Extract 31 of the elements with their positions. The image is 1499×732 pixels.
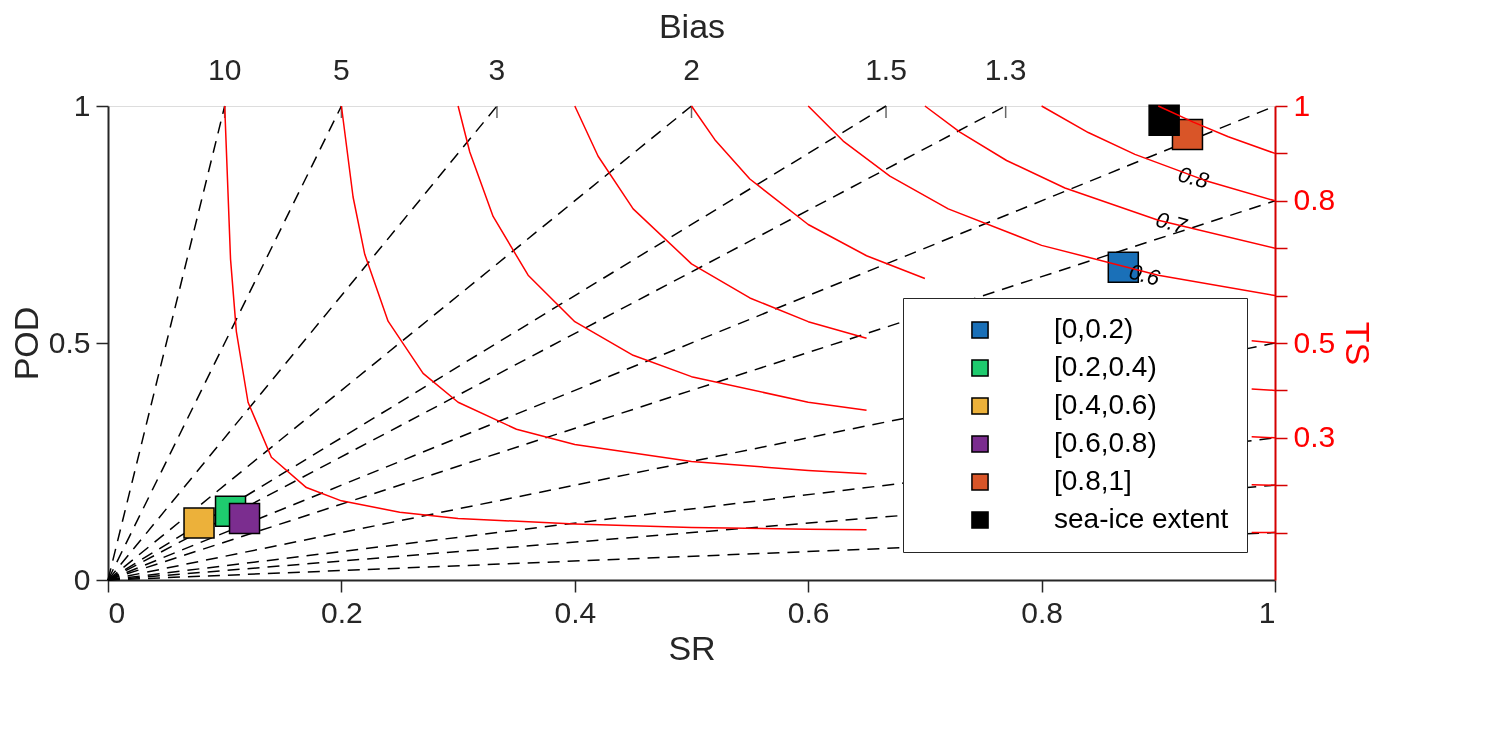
y2-axis-title: TS (1339, 321, 1378, 366)
legend-label: [0.6,0.8) (1054, 427, 1157, 458)
y-tick-label: 1 (73, 88, 91, 122)
annotation: 3 (488, 53, 506, 86)
legend-label: [0.8,1] (1054, 465, 1132, 496)
x-tick-label: 1 (1258, 595, 1276, 629)
y2-tick-label: 0.5 (1293, 325, 1336, 359)
x-tick-label: 0 (108, 595, 126, 629)
x-tick-label: 0.8 (1021, 595, 1063, 629)
y2-tick-label: 0.8 (1293, 183, 1336, 217)
annotation: 0.8 (1175, 161, 1213, 194)
y2-tick-label: 0.3 (1293, 420, 1336, 454)
y-tick-label: 0.5 (48, 325, 91, 359)
legend-label: [0,0.2) (1054, 313, 1134, 344)
legend-label: sea-ice extent (1054, 503, 1229, 534)
legend-label: [0.2,0.4) (1054, 351, 1157, 382)
annotation: 10 (208, 53, 242, 86)
legend-label: [0.4,0.6) (1054, 389, 1157, 420)
annotation: 5 (333, 53, 350, 86)
annotation: 1.5 (865, 53, 907, 86)
x-tick-label: 0.4 (554, 595, 597, 629)
y-axis-title: POD (6, 306, 45, 381)
y-tick-label: 0 (73, 562, 91, 596)
annotation: 1.3 (984, 53, 1027, 86)
x-tick-label: 0.2 (321, 595, 363, 629)
y2-tick-label: 1 (1293, 88, 1311, 122)
annotation: 0.7 (1153, 206, 1191, 239)
annotation: 2 (683, 53, 700, 86)
x-axis-title: SR (668, 628, 716, 667)
x-tick-label: 0.6 (787, 595, 830, 629)
x2-axis-title: Bias (658, 6, 726, 45)
